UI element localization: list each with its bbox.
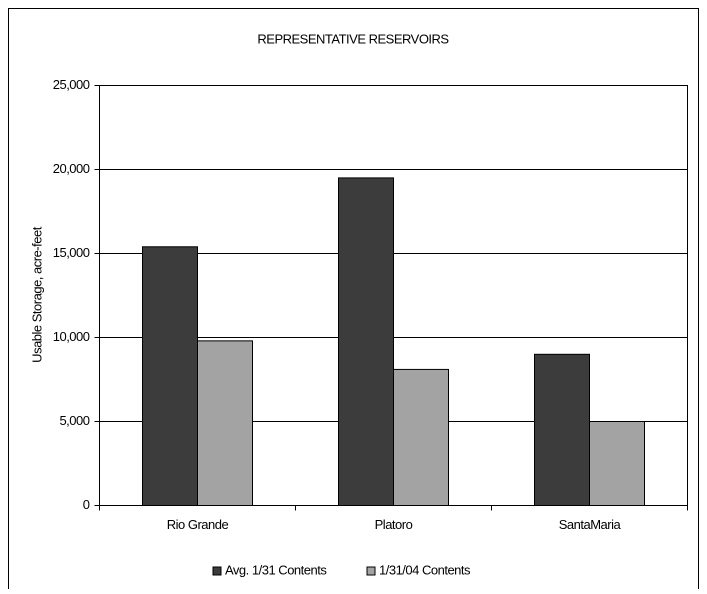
bar [197,340,253,506]
bar [534,353,590,506]
legend-swatch [212,566,222,576]
y-tick-label: 5,000 [59,413,89,428]
x-tick-label: Platoro [375,517,413,532]
legend-label: 1/31/04 Contents [379,562,471,577]
legend-swatch [366,566,376,576]
bar [142,246,198,506]
y-axis-label: Usable Storage, acre-feet [29,226,44,363]
x-tick-label: SantaMaria [559,517,622,532]
y-tick-label: 25,000 [53,77,90,92]
y-tick-label: 15,000 [53,245,90,260]
chart-title: REPRESENTATIVE RESERVOIRS [257,31,449,46]
bar [393,368,449,507]
y-tick-label: 0 [83,497,90,512]
bar [338,177,394,506]
legend-label: Avg. 1/31 Contents [225,562,327,577]
y-tick-label: 10,000 [53,329,90,344]
bar [589,421,645,506]
x-tick-label: Rio Grande [167,517,229,532]
y-tick-label: 20,000 [53,161,90,176]
